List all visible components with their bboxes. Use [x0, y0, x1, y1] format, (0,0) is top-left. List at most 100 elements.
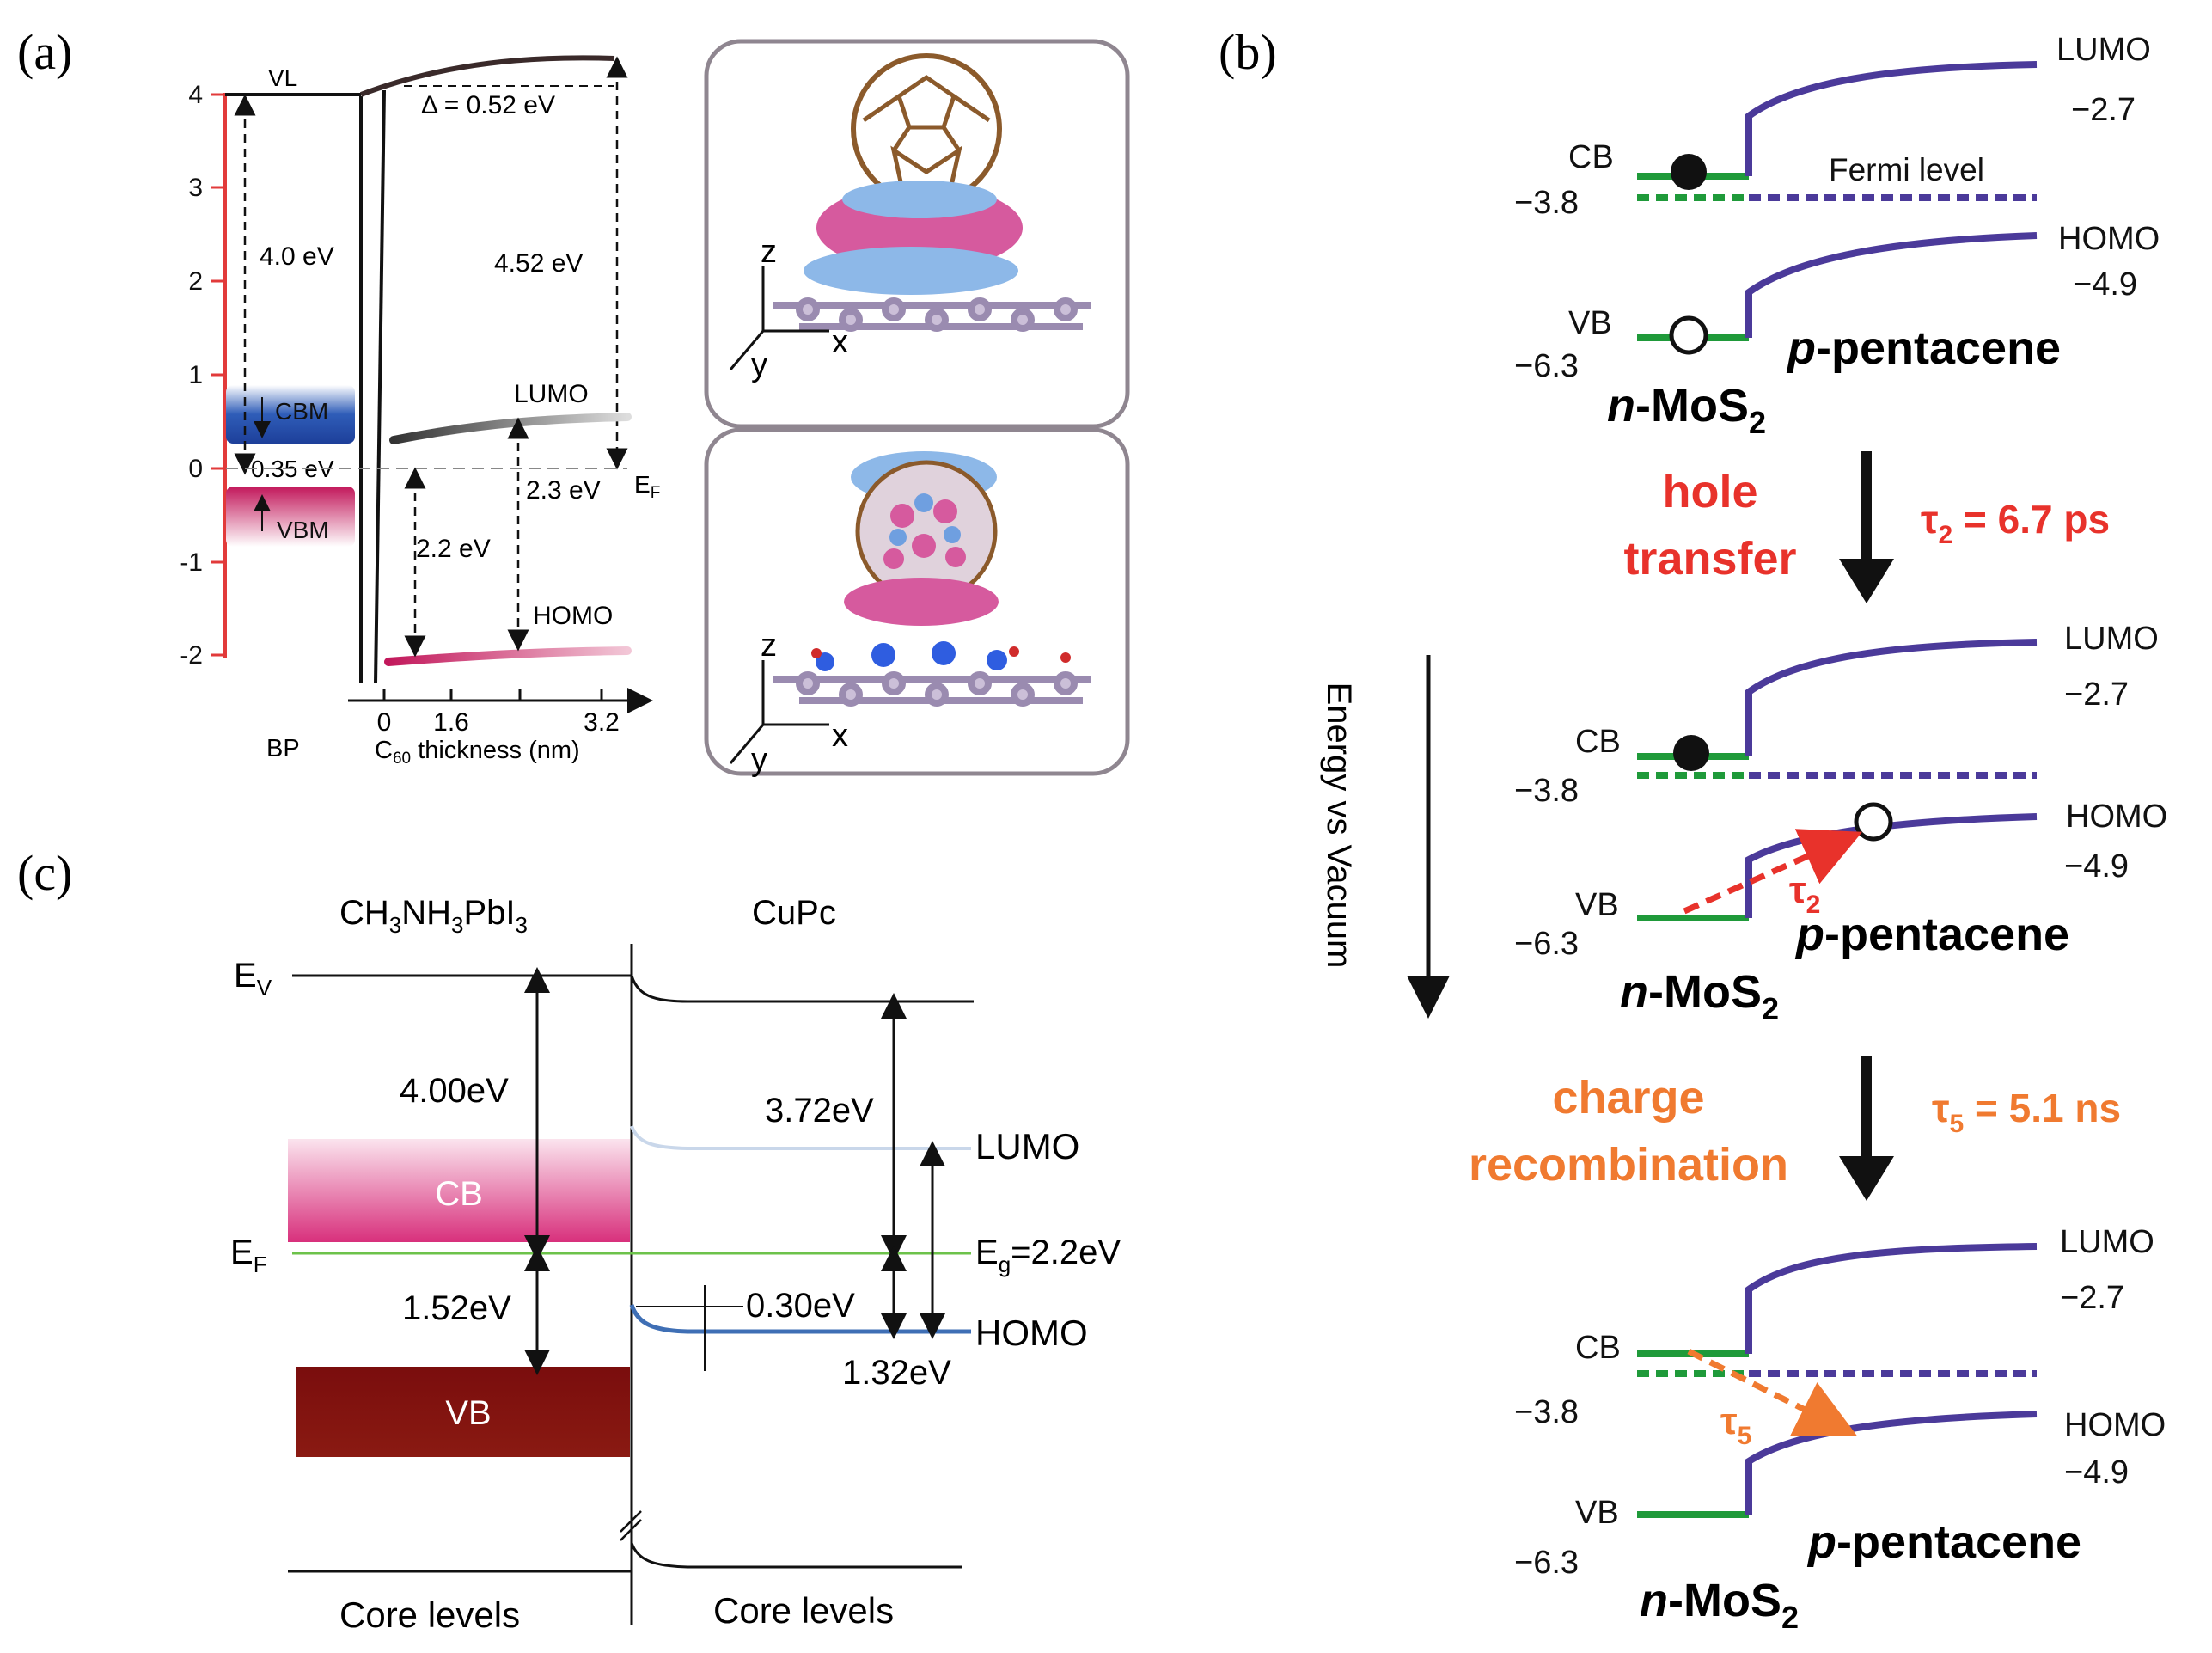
cb-label: CB: [1575, 724, 1621, 760]
delta-label: Δ = 0.52 eV: [421, 91, 555, 119]
lumo-label: LUMO: [2060, 1224, 2154, 1260]
vb-value: −6.3: [1514, 348, 1579, 384]
phosphorene-lattice-icon: [773, 297, 1091, 332]
axes-icon: [729, 660, 829, 764]
bp-label: BP: [266, 735, 300, 762]
homo-value: −4.9: [2064, 848, 2129, 885]
lumo-value: −2.7: [2064, 677, 2129, 713]
gap-4eV-label: 4.0 eV: [260, 242, 334, 271]
panel-a: (a) 4 3 2 1 0 -1 -2: [17, 24, 1130, 778]
tau5-small-label: τ5: [1720, 1400, 1751, 1450]
c60-homo-curve: [384, 646, 632, 666]
y-axis: 4 3 2 1 0 -1 -2: [180, 81, 227, 670]
cb-label: CB: [1575, 1330, 1621, 1366]
panel-b: (b) Energy vs Vacuum CB −3.8 VB −6.3 LUM…: [1219, 24, 2167, 1635]
hole-transfer-label: transfer: [1623, 533, 1796, 585]
vb-label: VB: [1568, 305, 1612, 341]
p-pentacene-label: p-pentacene: [1806, 1516, 2081, 1568]
lumo-value: −2.7: [2060, 1280, 2124, 1316]
cb-block: [288, 1139, 630, 1242]
tau2-small-label: τ2: [1789, 869, 1820, 919]
y-tick-label: -1: [180, 548, 203, 577]
hole-transfer-step: hole transfer τ2 = 6.7 ps: [1623, 451, 2110, 603]
n-mos2-label: n-MoS2: [1607, 380, 1766, 440]
vacuum-level-right: [630, 975, 974, 1003]
y-tick-label: 0: [188, 455, 203, 483]
recombination-label: recombination: [1469, 1139, 1788, 1191]
c60-lumo-curve: [389, 413, 632, 444]
gap-400eV-label: 4.00eV: [400, 1072, 509, 1110]
panel-b-label: (b): [1219, 24, 1277, 80]
n-mos2-label: n-MoS2: [1620, 966, 1779, 1026]
y-tick-label: 3: [188, 174, 203, 202]
recombination-arrow: [1687, 1348, 1858, 1436]
ef-label: EF: [634, 471, 660, 502]
vb-value: −6.3: [1514, 1545, 1579, 1581]
ev-label: EV: [234, 957, 272, 1001]
axis-z-label: z: [761, 234, 777, 270]
vb-label-c: VB: [445, 1394, 491, 1432]
x-axis-label: C60 thickness (nm): [375, 737, 580, 768]
lumo-label: LUMO: [2064, 621, 2159, 657]
cb-value: −3.8: [1514, 185, 1579, 221]
cb-label: CB: [1568, 139, 1614, 175]
lumo-label: LUMO: [2056, 32, 2151, 68]
band-diagram-1: CB −3.8 VB −6.3 LUMO −2.7 HOMO −4.9 Ferm…: [1514, 32, 2160, 440]
electron-icon: [1673, 735, 1709, 771]
vb-block: [296, 1367, 630, 1457]
hole-transfer-arrow: [1683, 829, 1862, 915]
gap-22eV-label: 2.2 eV: [416, 535, 491, 563]
homo-label: HOMO: [2058, 221, 2160, 257]
homo-value: −4.9: [2064, 1454, 2129, 1491]
y-tick-label: 2: [188, 267, 203, 296]
axis-z-label: z: [761, 628, 777, 664]
gap-372eV-label: 3.72eV: [765, 1092, 874, 1130]
tau5-label: τ5 = 5.1 ns: [1932, 1086, 2121, 1138]
panel-c: (c) CH3NH3PbI3 CuPc EV CB EF VB 4.00eV 1…: [17, 845, 1121, 1635]
recombination-step: charge recombination τ5 = 5.1 ns: [1469, 1056, 2121, 1201]
hole-transfer-label: hole: [1662, 466, 1757, 517]
cbm-label: CBM: [275, 398, 328, 425]
right-material-title: CuPc: [752, 894, 836, 932]
cb-label-c: CB: [435, 1175, 483, 1213]
panel-a-label: (a): [17, 24, 72, 80]
homo-curve-c: [629, 1304, 971, 1334]
cb-value: −3.8: [1514, 773, 1579, 809]
y-tick-label: -2: [180, 641, 203, 670]
left-material-title: CH3NH3PbI3: [339, 894, 528, 938]
y-tick-label: 1: [188, 361, 203, 389]
cb-value: −3.8: [1514, 1394, 1579, 1430]
p-pentacene-label: p-pentacene: [1794, 909, 2069, 960]
axis-x-label: x: [832, 718, 848, 754]
charge-density-box-top: z x y: [704, 39, 1130, 429]
p-pentacene-label: p-pentacene: [1786, 322, 2061, 374]
homo-label: HOMO: [2066, 799, 2167, 835]
axis-x-label: x: [832, 324, 848, 360]
electron-icon: [1671, 154, 1707, 190]
lumo-label-c: LUMO: [975, 1126, 1079, 1166]
energy-axis-label: Energy vs Vacuum: [1320, 683, 1358, 969]
band-diagram-3: τ5 CB −3.8 VB −6.3 LUMO −2.7 HOMO −4.9 p…: [1514, 1224, 2166, 1635]
band-diagram-2: τ2 CB −3.8 VB −6.3 LUMO −2.7 HOMO −4.9 p…: [1514, 621, 2167, 1026]
homo-label: HOMO: [2064, 1407, 2166, 1443]
homo-label-c: HOMO: [975, 1313, 1088, 1353]
tau2-label: τ2 = 6.7 ps: [1921, 497, 2110, 549]
interface-line: [374, 89, 386, 684]
lumo-value: −2.7: [2071, 92, 2136, 128]
eg-label: Eg=2.2eV: [975, 1234, 1121, 1277]
core-levels-left-label: Core levels: [339, 1595, 520, 1635]
c60-vacuum-curve: [359, 55, 615, 97]
lumo-curve-c: [630, 1125, 971, 1150]
gap-132eV-label: 1.32eV: [842, 1354, 951, 1392]
fermi-level-label: Fermi level: [1829, 152, 1984, 187]
gap-452eV-label: 4.52 eV: [494, 249, 583, 278]
hole-icon: [1669, 315, 1708, 355]
axis-y-label: y: [751, 742, 767, 778]
axes-icon: [729, 266, 829, 370]
axis-break-icon: [620, 1510, 642, 1541]
phosphorene-lattice-icon: [773, 671, 1091, 707]
x-tick-label: 3.2: [584, 708, 620, 737]
recombination-label: charge: [1552, 1072, 1704, 1123]
n-mos2-label: n-MoS2: [1640, 1575, 1799, 1635]
